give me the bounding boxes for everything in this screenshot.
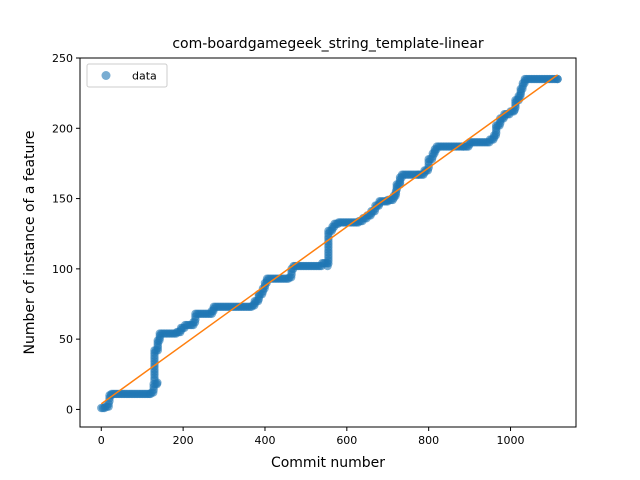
legend-box: [86, 63, 168, 88]
x-tick-label: 600: [336, 434, 357, 447]
x-tick-label: 1000: [497, 434, 525, 447]
legend-label-data: data: [132, 70, 157, 83]
y-tick-label: 50: [59, 333, 73, 346]
y-tick-label: 150: [52, 193, 73, 206]
x-tick-label: 200: [173, 434, 194, 447]
x-axis-label: Commit number: [271, 455, 385, 471]
axes-frame: [79, 57, 577, 428]
y-tick-label: 0: [66, 403, 73, 416]
y-tick-label: 250: [52, 52, 73, 65]
y-axis-label: Number of instance of a feature: [22, 131, 38, 355]
y-tick-label: 200: [52, 122, 73, 135]
fit-line: [100, 74, 559, 405]
x-tick-label: 400: [254, 434, 275, 447]
y-tick-label: 100: [52, 263, 73, 276]
chart-title: com-boardgamegeek_string_template-linear: [172, 36, 484, 52]
x-tick-label: 0: [98, 434, 105, 447]
legend-marker: [101, 71, 111, 80]
x-tick-label: 800: [418, 434, 439, 447]
legend: data: [86, 63, 168, 88]
